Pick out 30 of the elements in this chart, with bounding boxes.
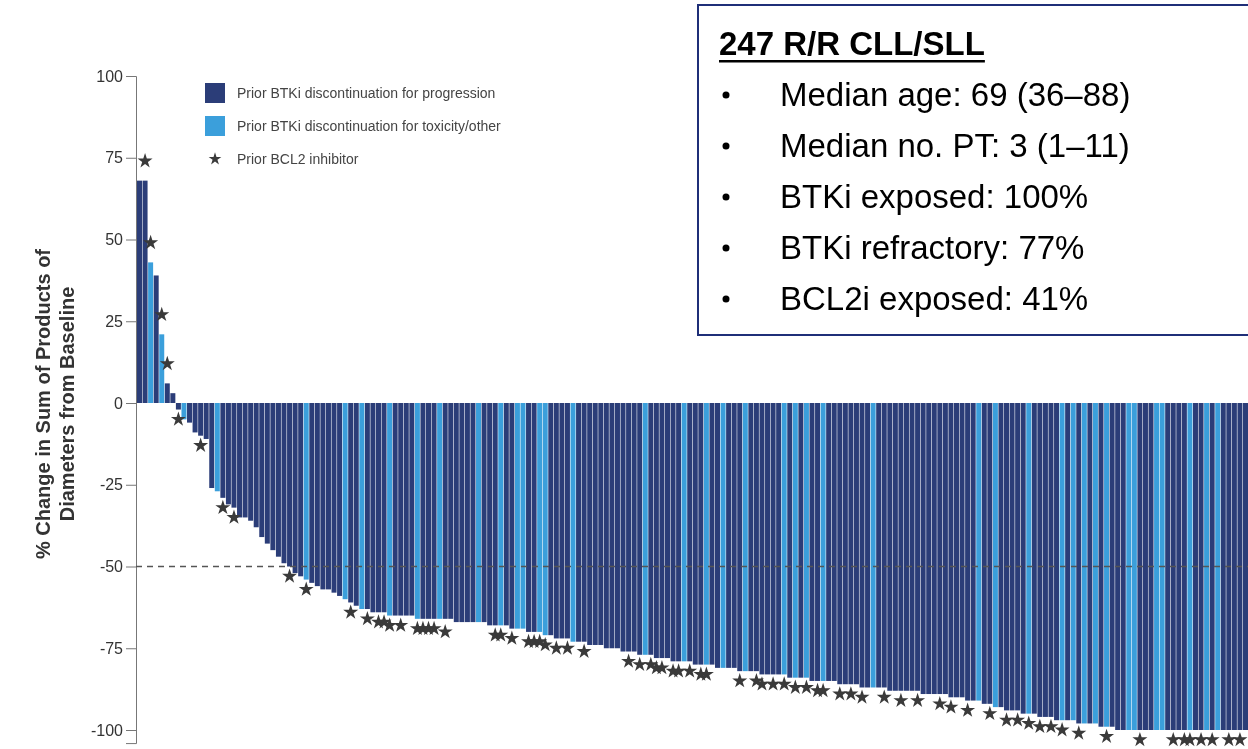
annotation: BTKi refractory: 77%	[780, 229, 1085, 266]
bar	[148, 262, 154, 403]
bar	[870, 403, 876, 688]
y-tick-label: 75	[105, 149, 124, 167]
bar	[720, 403, 726, 668]
legend-label: Prior BTKi discontinuation for toxicity/other	[237, 118, 502, 134]
annotation: Median age: 69 (36–88)	[780, 76, 1131, 113]
y-tick-label: -50	[99, 558, 124, 576]
bar	[1092, 403, 1098, 724]
bar	[1087, 403, 1093, 724]
bar	[214, 403, 220, 492]
y-tick-label: -25	[99, 476, 124, 494]
text: 247 R/R CLL/SLL	[719, 25, 985, 62]
y-axis-title: % Change in Sum of Products of Diameters from Baseline	[32, 248, 78, 560]
bar	[342, 403, 348, 600]
y-tick-label: -75	[99, 639, 124, 657]
legend-label: Prior BTKi discontinuation for progression	[237, 85, 496, 101]
y-tick-label: 100	[96, 67, 124, 85]
y-tick-label: -100	[90, 721, 124, 739]
bar	[1070, 403, 1076, 721]
y-tick-label: 25	[105, 312, 124, 330]
annotation: BCL2i exposed: 41%	[780, 280, 1089, 317]
y-tick-label: 0	[114, 394, 124, 412]
y-tick-label: 50	[105, 231, 124, 249]
bar	[476, 403, 482, 623]
annotation: BTKi exposed: 100%	[780, 178, 1089, 215]
legend-label: Prior BCL2 inhibitor	[237, 151, 359, 167]
bar	[175, 403, 181, 410]
bar	[976, 403, 982, 701]
annotation: Median no. PT: 3 (1–11)	[780, 127, 1130, 164]
